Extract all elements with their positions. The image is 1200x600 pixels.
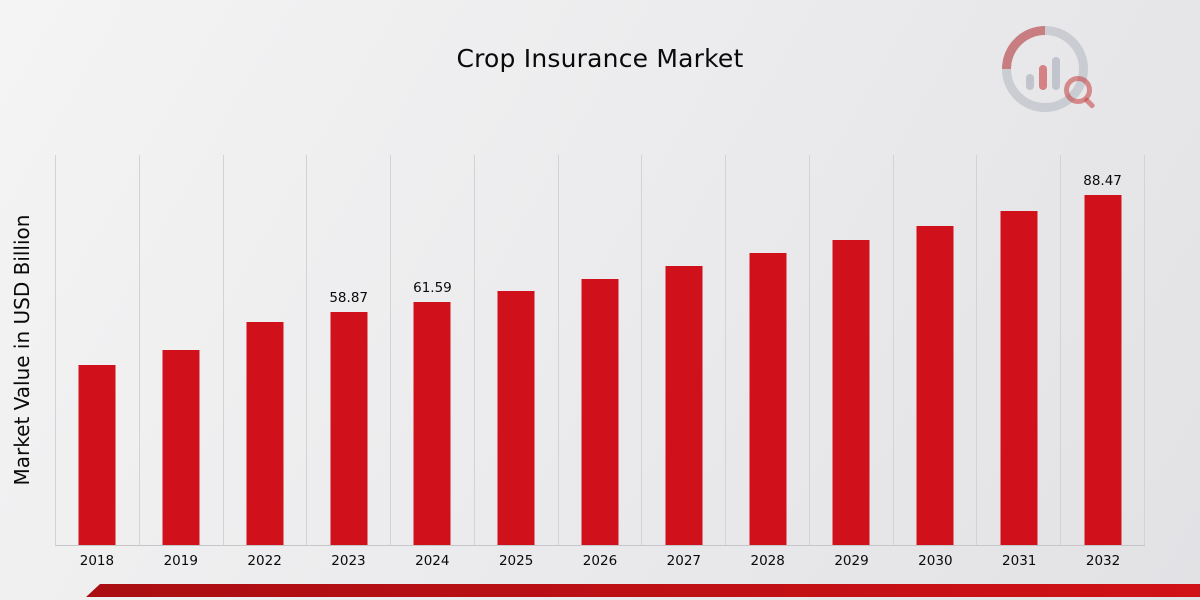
bar-value-label: 88.47 — [1083, 173, 1122, 189]
x-tick-label: 2022 — [247, 553, 282, 569]
logo-bar-chart-icon — [1026, 57, 1060, 90]
company-logo — [984, 8, 1106, 130]
bar-column — [222, 155, 307, 545]
bar-column — [641, 155, 725, 545]
bar-column — [976, 155, 1060, 545]
bar-column: 88.47 — [1060, 155, 1145, 545]
bar-column — [55, 155, 139, 545]
bar-2023 — [330, 312, 368, 545]
bar-column — [725, 155, 809, 545]
x-tick-label: 2019 — [163, 553, 198, 569]
x-tick-label: 2026 — [582, 553, 618, 569]
magnifier-icon — [1064, 76, 1092, 104]
x-tick-label: 2030 — [918, 553, 953, 569]
x-tick-label: 2027 — [666, 553, 701, 569]
x-tick-label: 2028 — [750, 553, 785, 569]
bar-column: 58.87 — [306, 155, 390, 545]
bar-value-label: 61.59 — [413, 280, 452, 296]
x-tick-label: 2029 — [834, 553, 869, 569]
bar-column — [557, 155, 642, 545]
bar-2018 — [78, 365, 116, 545]
bar-column — [138, 155, 223, 545]
bar-2022 — [246, 322, 284, 545]
bar-2030 — [916, 226, 954, 545]
bar-2025 — [497, 291, 535, 545]
bar-column — [473, 155, 558, 545]
bar-2032 — [1084, 195, 1122, 545]
bar-2026 — [581, 279, 619, 545]
y-axis-label: Market Value in USD Billion — [10, 214, 34, 486]
bar-2031 — [1000, 211, 1038, 545]
x-tick-label: 2018 — [79, 553, 115, 569]
bar-2028 — [749, 253, 786, 545]
bar-columns: 58.87 61.59 88.47 — [55, 155, 1145, 545]
x-axis-tick-labels: 2018 2019 2022 2023 2024 2025 2026 2027 2028 2029… — [55, 553, 1145, 569]
bar-chart-plot-area: 58.87 61.59 88.47 — [55, 155, 1145, 546]
footer-accent-bar — [86, 584, 1200, 597]
x-tick-label: 2032 — [1085, 553, 1121, 569]
x-tick-label: 2024 — [415, 553, 450, 569]
bar-column — [892, 155, 977, 545]
bar-2027 — [665, 266, 703, 545]
bar-column: 61.59 — [390, 155, 474, 545]
bar-2019 — [162, 350, 200, 545]
bar-value-label: 58.87 — [329, 290, 368, 306]
logo-ring-icon — [1002, 26, 1088, 112]
x-tick-label: 2025 — [498, 553, 534, 569]
bar-column — [808, 155, 893, 545]
chart-title: Crop Insurance Market — [456, 44, 744, 73]
bar-2024 — [413, 302, 451, 545]
x-tick-label: 2031 — [1002, 553, 1037, 569]
x-tick-label: 2023 — [331, 553, 366, 569]
bar-2029 — [832, 240, 870, 545]
